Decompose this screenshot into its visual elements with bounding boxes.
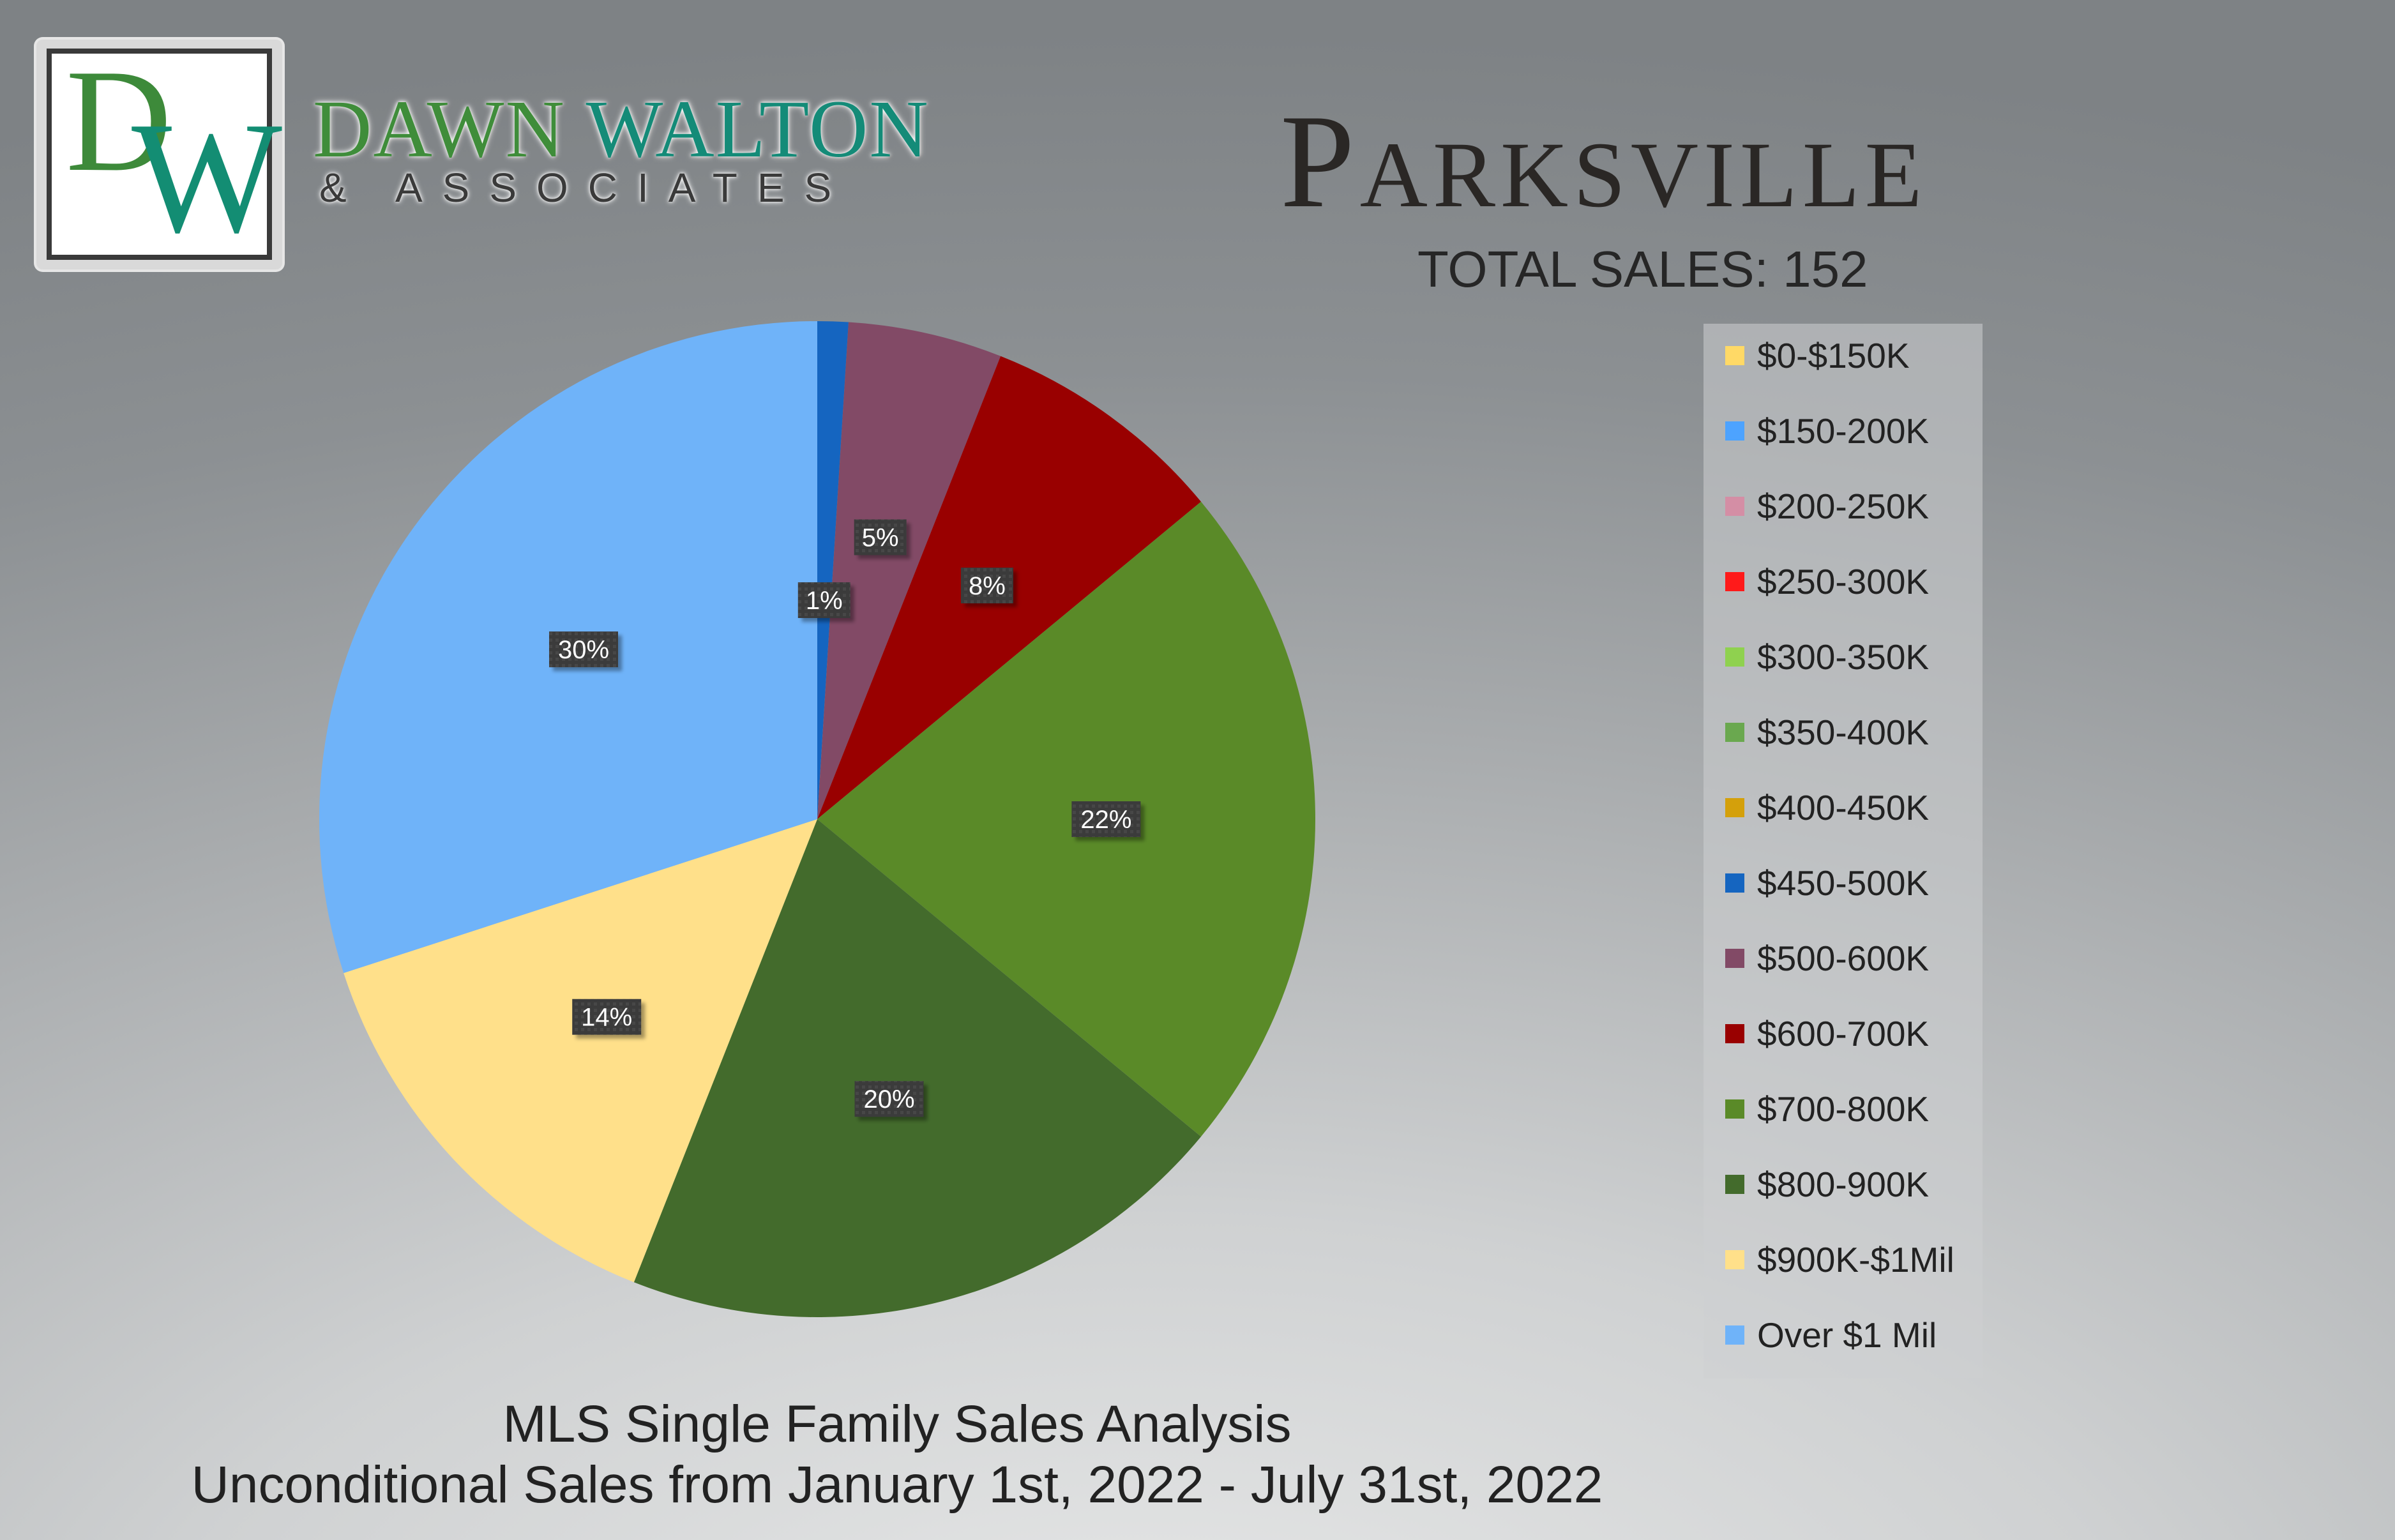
chart-footer-subtitle: Unconditional Sales from January 1st, 20… xyxy=(191,1456,1603,1514)
legend-swatch-4 xyxy=(1725,647,1744,667)
legend-swatch-2 xyxy=(1725,497,1744,516)
legend-label-12: $900K-$1Mil xyxy=(1757,1240,1954,1280)
legend-swatch-7 xyxy=(1725,873,1744,893)
legend-item-0: $0-$150K xyxy=(1725,336,1910,375)
legend-item-8: $500-600K xyxy=(1725,939,1929,978)
brand-name-last: WALTON xyxy=(586,84,930,174)
legend-label-5: $350-400K xyxy=(1757,713,1930,752)
data-label-8: 5% xyxy=(854,519,907,555)
legend-swatch-11 xyxy=(1725,1175,1744,1194)
legend-label-9: $600-700K xyxy=(1757,1014,1930,1053)
legend-item-7: $450-500K xyxy=(1725,863,1930,903)
legend-swatch-9 xyxy=(1725,1024,1744,1043)
legend-item-10: $700-800K xyxy=(1725,1089,1930,1129)
data-label-10: 22% xyxy=(1071,801,1141,837)
legend-label-4: $300-350K xyxy=(1757,637,1930,677)
data-label-text-9: 8% xyxy=(969,572,1006,600)
legend-swatch-6 xyxy=(1725,798,1744,817)
legend-label-3: $250-300K xyxy=(1757,562,1930,601)
data-label-text-11: 20% xyxy=(863,1085,914,1113)
legend-swatch-1 xyxy=(1725,421,1744,441)
data-label-13: 30% xyxy=(549,631,619,668)
legend-item-9: $600-700K xyxy=(1725,1014,1930,1053)
data-label-text-8: 5% xyxy=(862,524,899,552)
legend-item-6: $400-450K xyxy=(1725,788,1930,827)
legend-swatch-10 xyxy=(1725,1099,1744,1119)
legend-label-0: $0-$150K xyxy=(1757,336,1910,375)
legend-label-7: $450-500K xyxy=(1757,863,1930,903)
data-label-7: 1% xyxy=(797,582,850,618)
data-label-box-10 xyxy=(1071,801,1141,837)
legend-item-12: $900K-$1Mil xyxy=(1725,1240,1954,1280)
legend-label-11: $800-900K xyxy=(1757,1165,1930,1204)
logo-monogram-w: W xyxy=(132,89,282,266)
pie-slice-11 xyxy=(633,819,1202,1318)
data-label-box-11 xyxy=(854,1081,924,1117)
legend-swatch-8 xyxy=(1725,949,1744,968)
legend-label-1: $150-200K xyxy=(1757,411,1930,451)
legend-swatch-3 xyxy=(1725,572,1744,591)
pie-slice-7 xyxy=(817,321,849,819)
data-label-text-12: 14% xyxy=(581,1004,632,1032)
brand-tagline: & ASSOCIATES xyxy=(319,165,852,211)
legend-swatch-12 xyxy=(1725,1250,1744,1269)
legend-item-13: Over $1 Mil xyxy=(1725,1315,1937,1355)
legend-label-8: $500-600K xyxy=(1757,939,1930,978)
legend-item-5: $350-400K xyxy=(1725,713,1930,752)
chart-legend: $0-$150K $150-200K $200-250K $250-300K $300-… xyxy=(1704,324,1983,1378)
legend-item-11: $800-900K xyxy=(1725,1165,1929,1204)
legend-swatch-0 xyxy=(1725,346,1744,365)
legend-item-4: $300-350K xyxy=(1725,637,1930,677)
data-label-box-12 xyxy=(572,999,642,1035)
data-label-11: 20% xyxy=(854,1081,924,1117)
legend-item-3: $250-300K xyxy=(1725,562,1929,601)
legend-label-2: $200-250K xyxy=(1757,487,1930,526)
legend-label-6: $400-450K xyxy=(1757,788,1930,827)
legend-swatch-13 xyxy=(1725,1325,1744,1345)
legend-label-13: Over $1 Mil xyxy=(1757,1315,1937,1355)
logo-monogram-d: D xyxy=(66,39,172,202)
pie-slice-8 xyxy=(817,322,1001,819)
data-label-box-9 xyxy=(960,568,1013,604)
data-label-box-13 xyxy=(549,631,619,668)
pie-slice-12 xyxy=(344,819,817,1283)
data-label-12: 14% xyxy=(572,999,642,1035)
logo-monogram: D W xyxy=(47,39,282,260)
data-label-box-7 xyxy=(797,582,850,618)
pie-slice-10 xyxy=(817,501,1315,1137)
brand-name-first: DAWN xyxy=(313,84,566,174)
data-label-text-13: 30% xyxy=(558,636,609,664)
data-label-box-8 xyxy=(854,519,907,555)
city-title: Parksville xyxy=(1280,87,1928,236)
brand-name: DAWN WALTON xyxy=(313,88,930,170)
legend-swatch-5 xyxy=(1725,723,1744,742)
chart-footer-title: MLS Single Family Sales Analysis xyxy=(502,1395,1292,1453)
data-label-text-7: 1% xyxy=(806,587,843,615)
legend-item-1: $150-200K xyxy=(1725,411,1930,451)
data-label-text-10: 22% xyxy=(1080,806,1131,834)
logo: D W xyxy=(36,40,282,269)
total-sales: TOTAL SALES: 152 xyxy=(1417,241,1868,298)
data-label-9: 8% xyxy=(960,568,1013,604)
legend-item-2: $200-250K xyxy=(1725,487,1930,526)
legend-label-10: $700-800K xyxy=(1757,1089,1930,1129)
